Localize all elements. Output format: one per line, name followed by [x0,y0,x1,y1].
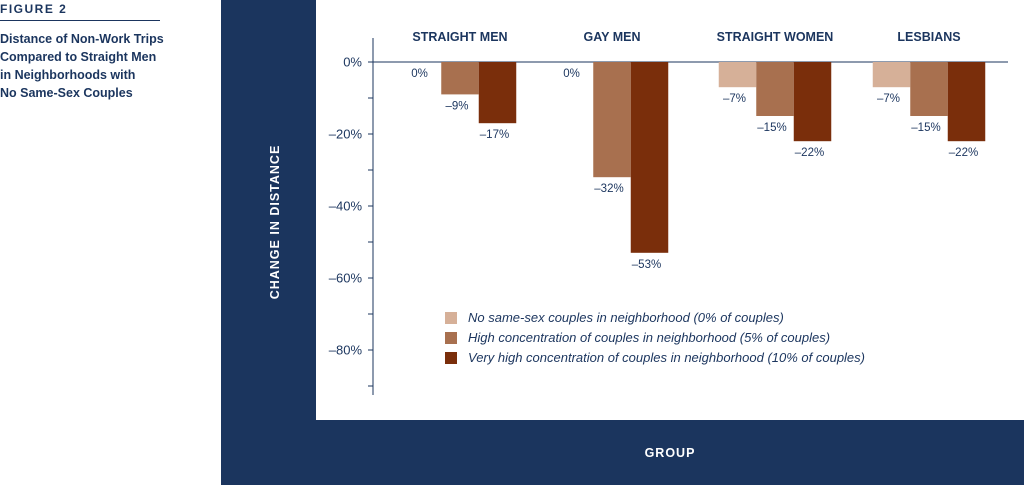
data-label: –7% [723,93,746,105]
category-label: STRAIGHT MEN [412,30,507,44]
bar [910,62,948,116]
figure-caption-line: No Same-Sex Couples [0,86,133,100]
data-label: –32% [594,183,623,195]
figure-caption-line: Compared to Straight Men [0,50,157,64]
legend-label: High concentration of couples in neighbo… [468,330,830,345]
figure-caption-line: Distance of Non-Work Trips [0,32,164,46]
category-label: GAY MEN [584,30,641,44]
figure-caption-line: in Neighborhoods with [0,68,136,82]
legend-label: Very high concentration of couples in ne… [468,350,865,365]
y-tick-label: –80% [329,343,363,358]
bar [593,62,631,178]
data-label: –22% [795,147,824,159]
data-label: –17% [480,129,509,141]
x-axis-title: GROUP [644,446,696,460]
legend-swatch [445,312,457,324]
bar [756,62,794,116]
data-label: –9% [445,100,468,112]
data-label: 0% [563,68,580,80]
bar [630,62,669,253]
y-tick-label: –20% [329,127,363,142]
bar [718,62,757,88]
data-label: 0% [411,68,428,80]
data-label: –53% [632,259,661,271]
bar [947,62,986,142]
y-tick-label: 0% [343,55,362,70]
category-label: STRAIGHT WOMEN [717,30,834,44]
bar [478,62,517,124]
data-label: –15% [911,122,940,134]
y-tick-label: –40% [329,199,363,214]
legend-swatch [445,332,457,344]
figure-label-rule [0,20,160,21]
figure-label: FIGURE 2 [0,2,68,16]
legend-label: No same-sex couples in neighborhood (0% … [468,310,784,325]
data-label: –7% [877,93,900,105]
legend-swatch [445,352,457,364]
data-label: –15% [757,122,786,134]
data-label: –22% [949,147,978,159]
category-label: LESBIANS [897,30,960,44]
y-tick-label: –60% [329,271,363,286]
bar [872,62,911,88]
figure-caption: Distance of Non-Work Trips Compared to S… [0,30,200,102]
bar [441,62,479,95]
bar [793,62,832,142]
